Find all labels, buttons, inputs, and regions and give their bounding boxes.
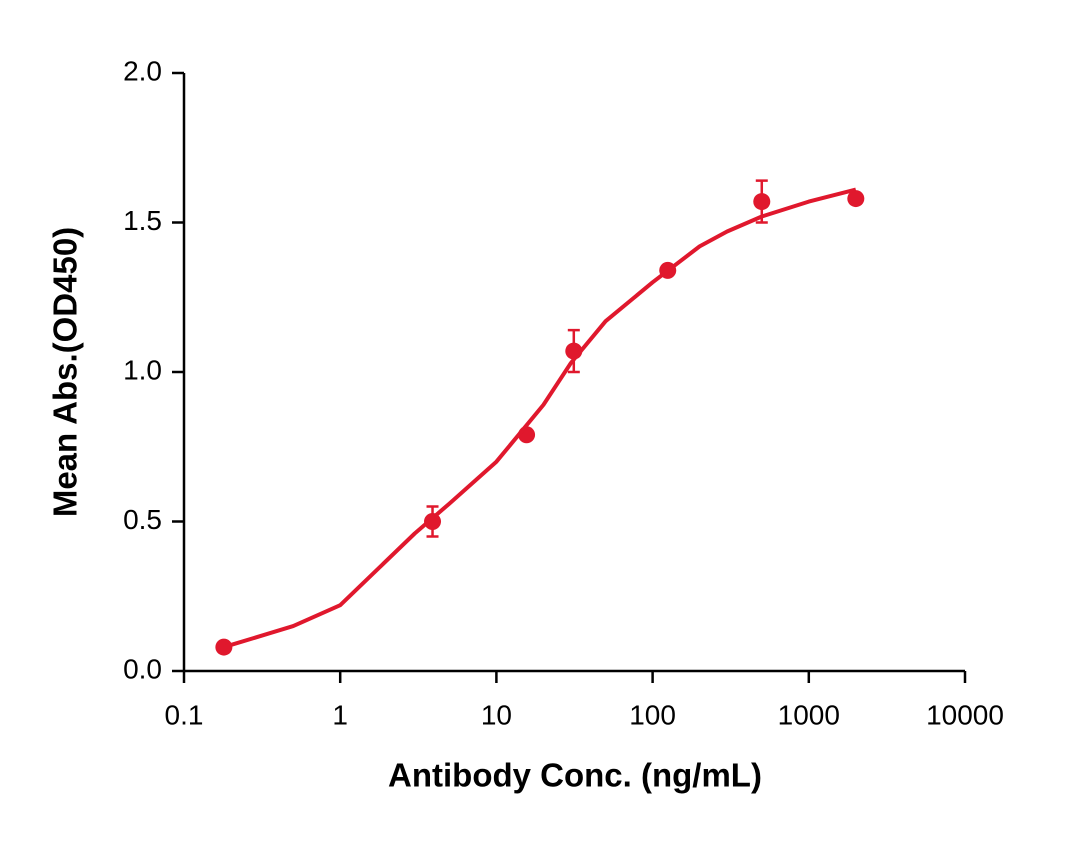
x-tick-label: 1	[332, 699, 348, 730]
data-point	[847, 190, 865, 208]
x-tick-label: 10000	[926, 699, 1004, 730]
data-point	[753, 193, 771, 211]
y-axis-title: Mean Abs.(OD450)	[47, 227, 84, 517]
data-point	[424, 513, 442, 530]
x-tick-label: 0.1	[165, 699, 204, 730]
y-tick-label: 2.0	[123, 55, 162, 86]
x-axis-title: Antibody Conc. (ng/mL)	[388, 757, 762, 794]
data-point	[215, 638, 233, 656]
fit-curve	[223, 187, 857, 650]
x-tick-label: 100	[629, 699, 676, 730]
x-tick-label: 1000	[778, 699, 840, 730]
y-tick-label: 1.5	[123, 205, 162, 236]
y-tick-label: 1.0	[123, 354, 162, 385]
y-tick-label: 0.0	[123, 653, 162, 684]
x-tick-label: 10	[481, 699, 512, 730]
y-tick-label: 0.5	[123, 504, 162, 535]
